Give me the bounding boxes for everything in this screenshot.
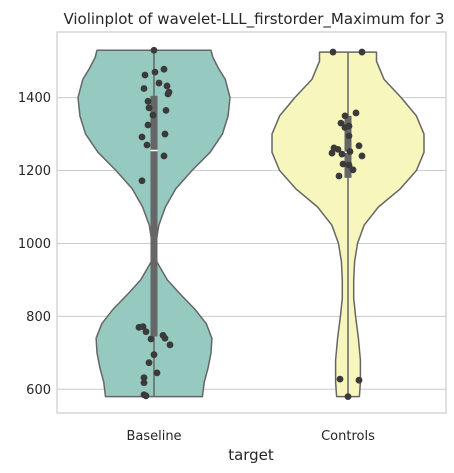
point-controls-21 <box>344 393 352 400</box>
point-baseline-29 <box>140 374 148 382</box>
data-points <box>135 46 366 400</box>
point-controls-15 <box>339 160 347 168</box>
point-controls-12 <box>328 149 336 157</box>
point-baseline-11 <box>162 106 170 114</box>
plot-frame <box>56 31 447 414</box>
iqr-box-controls <box>344 115 352 178</box>
point-baseline-15 <box>138 133 146 141</box>
point-baseline-9 <box>144 97 152 105</box>
point-controls-7 <box>345 132 353 140</box>
point-baseline-25 <box>166 341 174 349</box>
point-controls-20 <box>355 376 363 384</box>
y-tick-label-800: 800 <box>26 310 51 325</box>
point-baseline-23 <box>161 334 169 342</box>
point-baseline-27 <box>145 359 153 367</box>
point-baseline-18 <box>138 177 146 185</box>
iqr-box-baseline <box>150 95 158 337</box>
point-baseline-26 <box>150 351 158 359</box>
point-baseline-28 <box>153 369 161 377</box>
point-baseline-32 <box>142 392 150 400</box>
point-baseline-30 <box>140 379 148 387</box>
violins <box>77 49 425 398</box>
axes: 600 800 1000 1200 1400 Baseline Controls <box>18 31 447 444</box>
point-baseline-3 <box>141 71 149 79</box>
x-axis-label: target <box>228 446 274 464</box>
point-controls-4 <box>337 119 345 127</box>
x-tick-label-controls: Controls <box>321 429 375 444</box>
point-controls-13 <box>338 150 346 158</box>
point-baseline-4 <box>155 79 163 87</box>
point-baseline-2 <box>151 68 159 76</box>
point-baseline-13 <box>144 121 152 129</box>
chart-title: Violinplot of wavelet-LLL_firstorder_Max… <box>63 10 444 29</box>
point-baseline-14 <box>161 130 169 138</box>
point-controls-11 <box>346 148 354 155</box>
point-baseline-5 <box>163 82 171 90</box>
point-baseline-6 <box>140 85 148 92</box>
y-tick-label-1200: 1200 <box>18 164 51 179</box>
point-baseline-1 <box>160 65 168 73</box>
point-controls-14 <box>358 152 366 160</box>
point-baseline-21 <box>142 328 150 336</box>
point-controls-10 <box>334 145 342 153</box>
point-baseline-17 <box>160 152 168 160</box>
point-controls-1 <box>358 48 366 56</box>
point-controls-6 <box>341 124 349 131</box>
point-controls-8 <box>355 142 363 150</box>
point-controls-2 <box>352 109 360 117</box>
point-controls-18 <box>335 172 343 180</box>
point-baseline-12 <box>149 111 157 119</box>
point-baseline-24 <box>147 335 155 343</box>
point-controls-19 <box>336 375 344 383</box>
point-controls-3 <box>341 112 349 120</box>
point-controls-17 <box>349 166 357 174</box>
point-baseline-10 <box>145 104 153 112</box>
point-controls-0 <box>329 48 337 56</box>
point-baseline-0 <box>150 46 158 54</box>
x-tick-label-baseline: Baseline <box>126 429 181 444</box>
point-baseline-20 <box>139 323 147 330</box>
point-controls-16 <box>345 161 353 169</box>
y-tick-label-1000: 1000 <box>18 237 51 252</box>
point-baseline-16 <box>143 141 151 149</box>
point-baseline-8 <box>164 90 172 98</box>
y-tick-label-600: 600 <box>26 383 51 398</box>
y-tick-label-1400: 1400 <box>18 91 51 106</box>
